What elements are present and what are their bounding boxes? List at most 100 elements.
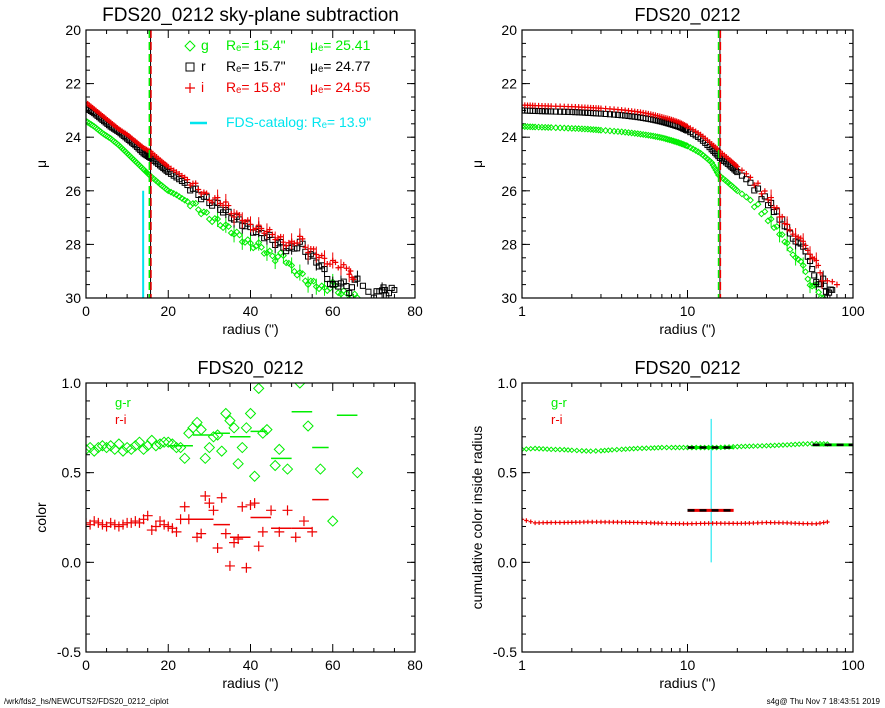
marker-g-r (663, 444, 670, 451)
marker-i (195, 186, 202, 193)
y-axis-label: cumulative color inside radius (469, 426, 485, 610)
marker-i (220, 202, 226, 209)
marker-i (755, 180, 761, 187)
chart-title: FDS20_0212 sky-plane subtraction (102, 5, 399, 26)
legend-mue: μₑ= 24.55 (310, 79, 371, 95)
marker-g-r (556, 446, 563, 453)
marker-g-r (658, 444, 665, 451)
legend-marker-g (184, 40, 196, 52)
marker-g-r (314, 463, 327, 475)
marker-i (310, 246, 317, 252)
marker-r-i (800, 521, 806, 526)
marker-r-i (216, 492, 227, 503)
marker-r-i (594, 519, 599, 525)
legend-marker-i (185, 83, 195, 93)
marker-g (266, 247, 274, 255)
marker-r-i (817, 520, 823, 526)
marker-g (761, 208, 769, 216)
marker-g (742, 193, 750, 201)
marker-g (522, 122, 526, 130)
x-axis-label: radius (") (659, 675, 715, 691)
y-tick-label: 20 (65, 22, 81, 38)
marker-i (209, 199, 215, 205)
marker-g (682, 141, 690, 149)
footer-timestamp: s4g@ Thu Nov 7 18:43:51 2019 (767, 697, 881, 706)
marker-g-r (199, 452, 211, 465)
marker-g-r (220, 407, 232, 420)
marker-r-i (759, 520, 765, 525)
marker-g (526, 123, 534, 131)
marker-r-i (784, 520, 790, 526)
marker-r-i (726, 521, 732, 526)
marker-g (770, 224, 778, 232)
marker-g (802, 268, 810, 276)
marker-g (290, 267, 298, 275)
marker-r-i (130, 516, 141, 527)
marker-g-r (634, 445, 641, 452)
marker-g (667, 136, 675, 144)
marker-r-i (307, 526, 318, 537)
marker-r (712, 149, 719, 156)
legend-g-r: g-r (115, 395, 132, 410)
marker-g-r (294, 383, 306, 389)
marker-g-r (137, 443, 150, 456)
marker-i (802, 242, 809, 249)
marker-i (277, 233, 284, 240)
plot-area (86, 383, 364, 573)
marker-g (773, 223, 781, 231)
marker-g (225, 223, 233, 231)
marker-r-i (796, 521, 802, 526)
marker-g-r (125, 443, 137, 456)
marker-r-i (664, 521, 669, 526)
marker-r-i (677, 521, 682, 526)
marker-i (318, 252, 325, 259)
legend-catalog: FDS-catalog: Rₑ= 13.9" (226, 114, 371, 130)
marker-i (332, 259, 339, 266)
marker-r-i (557, 520, 563, 525)
marker-g (817, 293, 825, 298)
marker-g (307, 277, 315, 285)
marker-g-r (561, 446, 568, 453)
marker-g (660, 134, 668, 142)
marker-r-i (607, 519, 612, 525)
marker-g-r (522, 446, 525, 453)
legend-re: Rₑ= 15.7" (226, 58, 286, 74)
marker-r-i (631, 520, 636, 525)
y-tick-label: 26 (501, 183, 517, 199)
marker-i (283, 242, 289, 249)
marker-r (572, 109, 579, 116)
marker-r-i (648, 520, 653, 526)
legend-band: i (201, 79, 204, 95)
y-tick-label: 22 (65, 76, 81, 92)
marker-g (597, 126, 605, 134)
marker-r-i (718, 521, 723, 526)
marker-g (647, 132, 655, 140)
x-axis-label: radius (") (222, 321, 278, 337)
marker-r-i (598, 519, 604, 525)
marker-r-i (615, 519, 620, 525)
marker-g (662, 135, 670, 143)
marker-i (795, 234, 802, 240)
x-axis-label: radius (") (222, 675, 278, 691)
marker-g-r (183, 427, 195, 439)
marker-g-r (626, 445, 633, 452)
marker-r-i (669, 521, 674, 526)
marker-r-i (204, 498, 215, 509)
marker-r-i (257, 526, 268, 537)
marker-g (786, 246, 794, 254)
y-tick-label: 0.5 (498, 465, 518, 481)
marker-g (664, 135, 672, 143)
marker-r-i (809, 521, 815, 526)
marker-g-r (754, 443, 761, 449)
marker-r-i (536, 520, 542, 525)
marker-g-r (236, 441, 248, 454)
marker-g-r (763, 442, 770, 449)
marker-g-r (150, 440, 162, 452)
marker-g-r (187, 422, 199, 434)
x-tick-label: 0 (82, 303, 90, 319)
marker-g-r (800, 441, 807, 447)
x-tick-label: 40 (243, 657, 259, 673)
marker-r-i (652, 520, 657, 526)
marker-g-r (216, 445, 228, 457)
